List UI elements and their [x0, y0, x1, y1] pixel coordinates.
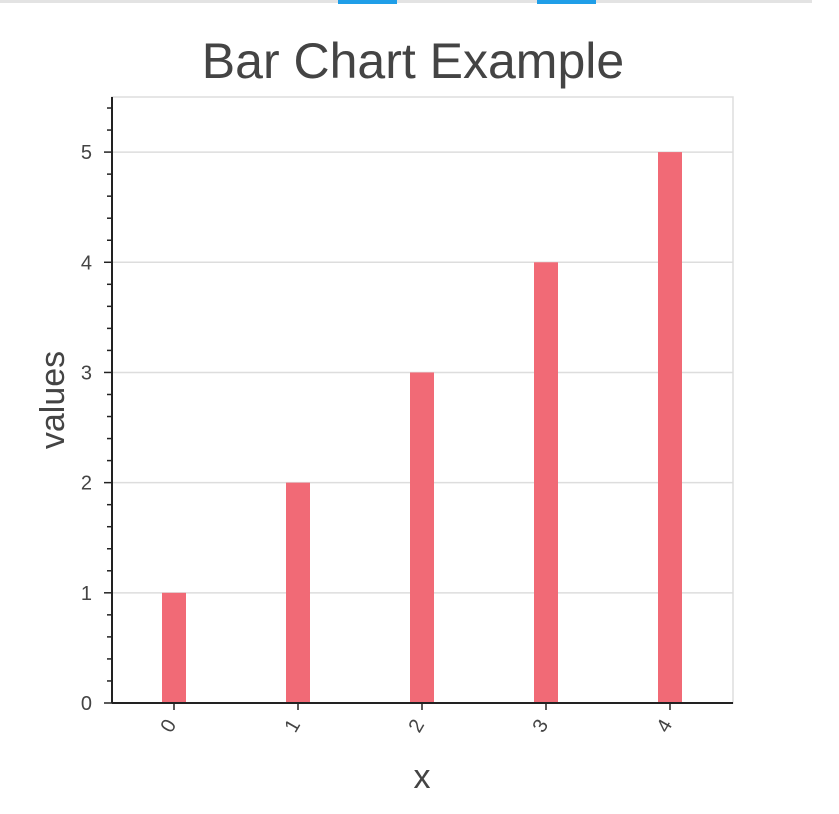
x-tick-label-3: 3: [528, 716, 553, 737]
bar-1[interactable]: [286, 482, 310, 703]
tab-indicator-2[interactable]: [537, 0, 596, 4]
x-tick-label-1: 1: [280, 716, 305, 737]
toolbar-strip: [0, 0, 812, 4]
bar-3[interactable]: [534, 262, 558, 703]
y-tick-label-0: 0: [81, 693, 92, 715]
y-tick-label-1: 1: [81, 583, 92, 605]
bar-series: [162, 152, 682, 703]
tab-indicator-1[interactable]: [338, 0, 397, 4]
x-tick-label-4: 4: [652, 716, 677, 737]
x-axis-ticks: 0 1 2 3 4: [156, 703, 677, 736]
bar-0[interactable]: [162, 592, 186, 703]
y-tick-label-5: 5: [81, 142, 92, 164]
y-tick-label-4: 4: [81, 252, 92, 274]
x-axis-label: x: [414, 758, 431, 796]
y-tick-label-3: 3: [81, 362, 92, 384]
chart-title: Bar Chart Example: [202, 33, 624, 89]
y-axis-ticks: 0 1 2 3 4 5: [81, 107, 112, 715]
x-tick-label-2: 2: [404, 716, 429, 737]
y-axis-label: values: [34, 351, 72, 449]
x-tick-label-0: 0: [156, 716, 181, 737]
y-tick-label-2: 2: [81, 473, 92, 495]
bar-2[interactable]: [410, 372, 434, 703]
bar-4[interactable]: [658, 152, 682, 703]
